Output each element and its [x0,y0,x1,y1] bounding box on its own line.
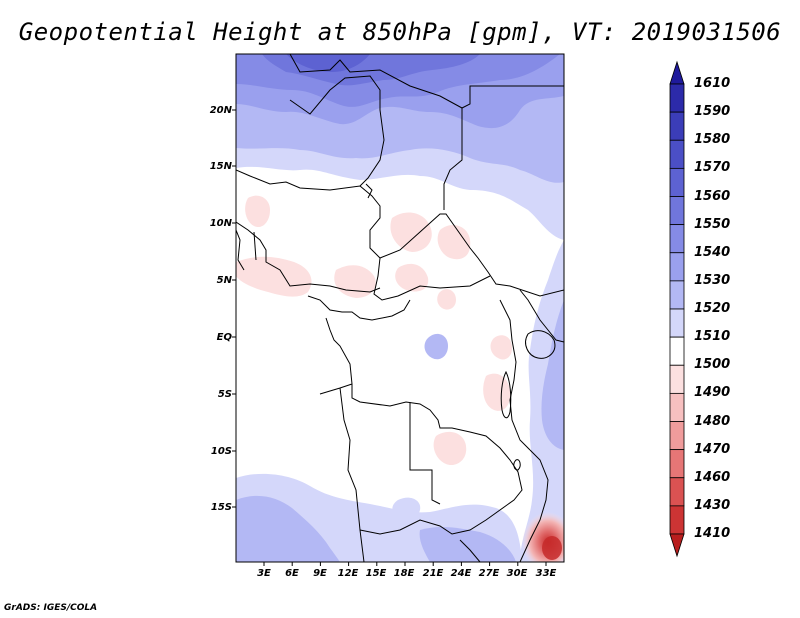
colorbar-segment [669,252,685,282]
lat-label-15s: 15S [210,502,232,513]
colorbar-label: 1490 [694,385,731,401]
contour-1500-north-central [390,212,432,252]
colorbar-label: 1410 [694,526,731,541]
shaded-field [236,54,564,562]
colorbar-label: 1430 [694,497,731,513]
lon-label-15e: 15E [365,568,387,579]
contour-1570-north [286,54,370,72]
colorbar-segment [669,505,685,535]
colorbar-segment [669,533,685,558]
colorbar-label: 1470 [694,441,731,457]
colorbar-segment [669,336,685,366]
contour-1500-east-rift [490,335,512,360]
colorbar-segment [669,167,685,197]
colorbar-segment [669,196,685,226]
colorbar-label: 1500 [694,357,731,373]
contour-1530-south [236,495,340,562]
lat-label-5s: 5S [217,389,232,400]
lon-label-21e: 21E [422,568,444,579]
colorbar-label: 1610 [694,76,731,91]
lon-label-6e: 6E [285,568,299,579]
lon-label-12e: 12E [337,568,359,579]
lon-label-3e: 3E [257,568,271,579]
colorbar-label: 1530 [694,272,731,288]
lat-label-10n: 10N [209,218,232,229]
colorbar-label: 1570 [694,160,731,176]
colorbar-label: 1460 [694,469,731,485]
colorbar-label: 1540 [694,244,731,260]
colorbar-segment [669,421,685,451]
lon-label-24e: 24E [450,568,472,579]
chart-title: Geopotential Height at 850hPa [gpm], VT:… [18,18,782,46]
colorbar-segment [669,308,685,338]
colorbar [669,60,685,558]
contour-1530-south-b [419,526,516,562]
lakes [365,183,556,471]
colorbar-label: 1510 [694,329,731,345]
contour-1510-westnorth [245,195,270,228]
lat-label-10s: 10S [210,446,232,457]
contour-1500-lakes [483,373,511,411]
colorbar-label: 1550 [694,216,731,232]
map-frame [235,53,565,563]
colorbar-label: 1520 [694,301,731,316]
lon-label-30e: 30E [506,568,528,579]
contour-1500-east-central [437,225,471,260]
contour-1500-south-central [433,431,467,466]
colorbar-segment [669,83,685,113]
lat-label-15n: 15N [209,161,232,172]
contour-1500-highland [395,263,429,292]
contour-1520-blob-a [392,497,421,520]
colorbar-segment [669,139,685,169]
country-borders [236,54,564,562]
contour-1540-blob [424,333,448,360]
colorbar-segment [669,60,685,85]
colorbar-segment [669,392,685,422]
colorbar-segment [669,449,685,479]
contour-1530-east [541,300,564,450]
credit-text: GrADS: IGES/COLA [4,603,98,613]
lon-label-33e: 33E [535,568,557,579]
contour-1500-far-east [437,289,456,310]
colorbar-segment [669,477,685,507]
lon-label-9e: 9E [313,568,327,579]
axis-ticks [232,109,547,566]
lat-label-5n: 5N [216,275,232,286]
colorbar-label: 1480 [694,413,731,429]
colorbar-segment [669,111,685,141]
contour-1500-west-coast [236,256,312,297]
colorbar-segment [669,224,685,254]
colorbar-label: 1560 [694,188,731,204]
lat-label-20n: 20N [209,105,232,116]
colorbar-segment [669,280,685,310]
lat-label-eq: EQ [216,332,232,343]
colorbar-segment [669,364,685,394]
colorbar-label: 1590 [694,104,731,120]
low-pressure-core [542,536,562,560]
lon-label-18e: 18E [393,568,415,579]
lon-label-27e: 27E [478,568,500,579]
colorbar-label: 1580 [694,132,731,148]
